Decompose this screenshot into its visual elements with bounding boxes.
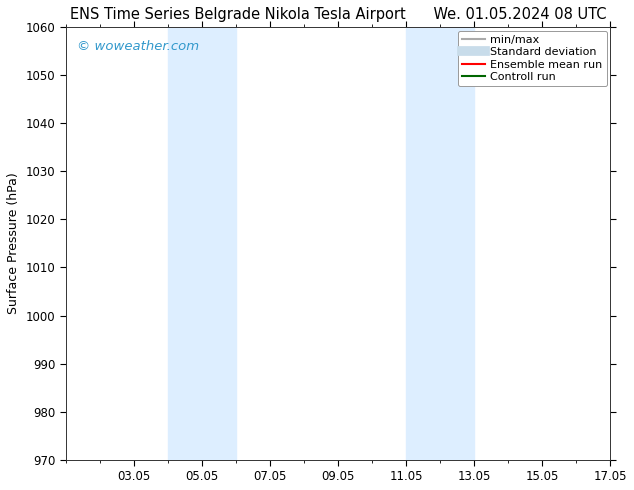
Text: © woweather.com: © woweather.com: [77, 40, 198, 53]
Bar: [406, 27, 474, 460]
Bar: [168, 27, 236, 460]
Y-axis label: Surface Pressure (hPa): Surface Pressure (hPa): [7, 172, 20, 314]
Title: ENS Time Series Belgrade Nikola Tesla Airport      We. 01.05.2024 08 UTC: ENS Time Series Belgrade Nikola Tesla Ai…: [70, 7, 606, 22]
Legend: min/max, Standard deviation, Ensemble mean run, Controll run: min/max, Standard deviation, Ensemble me…: [458, 30, 607, 86]
